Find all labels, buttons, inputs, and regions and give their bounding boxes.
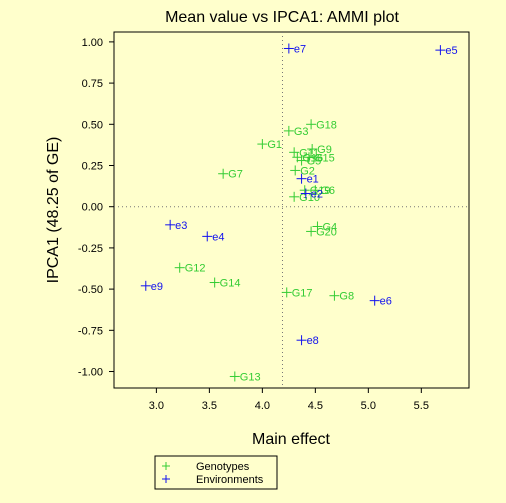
y-tick-label: 0.75: [82, 78, 103, 90]
point-e2: e2: [300, 188, 323, 201]
point-e8: e8: [296, 335, 319, 347]
y-tick-label: -1.00: [78, 367, 103, 379]
point-label: G12: [185, 263, 206, 275]
point-label: G1: [267, 139, 282, 151]
chart-title: Mean value vs IPCA1: AMMI plot: [165, 9, 399, 26]
point-label: G20: [316, 226, 337, 238]
point-label: e5: [445, 45, 457, 57]
y-tick-label: -0.25: [78, 243, 103, 255]
point-e5: e5: [435, 45, 458, 57]
y-tick-label: 0.50: [82, 119, 103, 131]
point-label: G7: [228, 169, 243, 181]
point-G14: G14: [209, 277, 241, 290]
point-label: G5: [307, 156, 322, 168]
point-G18: G18: [306, 119, 337, 131]
point-label: e9: [151, 281, 163, 293]
point-label: G19: [310, 185, 331, 197]
point-G10: G10: [289, 191, 320, 204]
legend-label: Genotypes: [196, 461, 250, 473]
point-label: G14: [220, 278, 241, 290]
x-tick-label: 5.5: [414, 400, 429, 412]
legend-box: [154, 455, 278, 490]
point-e3: e3: [165, 219, 187, 232]
point-label: e7: [294, 43, 306, 55]
point-label: G3: [294, 126, 309, 138]
plot-area: [113, 31, 470, 389]
point-label: e1: [307, 174, 319, 186]
point-G13: G13: [229, 371, 261, 383]
x-axis-label: Main effect: [252, 431, 331, 448]
point-label: G4: [322, 221, 337, 233]
x-tick-label: 4.5: [308, 400, 323, 412]
point-G15: G15: [303, 152, 335, 164]
point-G2: G2: [290, 165, 315, 177]
y-tick-label: 0.25: [82, 161, 103, 173]
x-tick-label: 3.5: [202, 400, 217, 412]
point-e7: e7: [283, 43, 306, 55]
y-tick-label: 0.00: [82, 202, 103, 214]
point-label: G13: [240, 371, 261, 383]
point-e6: e6: [369, 295, 392, 308]
point-label: e2: [311, 189, 323, 201]
point-G7: G7: [218, 168, 243, 181]
point-G8: G8: [329, 290, 354, 303]
y-tick-label: -0.75: [78, 325, 103, 337]
point-G12: G12: [174, 262, 206, 275]
point-label: G2: [300, 165, 315, 177]
point-label: G9: [317, 144, 332, 156]
point-e4: e4: [202, 231, 225, 243]
point-G1: G1: [257, 139, 282, 151]
point-label: G15: [314, 152, 335, 164]
point-label: e6: [380, 296, 392, 308]
point-G5: G5: [296, 155, 322, 168]
point-G17: G17: [281, 287, 313, 299]
axis-ticks: 3.0 3.5 4.0 4.5 5.0 5.5 1.00 0.75 0.50 0.25 0.00 -0…: [78, 37, 429, 412]
point-label: G8: [339, 291, 354, 303]
y-axis-label: IPCA1 (48.25 of GE): [45, 137, 62, 284]
point-G4: G4: [312, 221, 337, 233]
point-label: G16: [302, 152, 323, 164]
x-tick-label: 4.0: [255, 400, 270, 412]
legend-label: Environments: [196, 474, 264, 486]
x-tick-label: 5.0: [361, 400, 376, 412]
y-tick-label: -0.50: [78, 284, 103, 296]
point-label: e8: [307, 335, 319, 347]
point-label: G6: [320, 185, 335, 197]
point-G20: G20: [306, 226, 337, 238]
y-tick-label: 1.00: [82, 37, 103, 49]
point-label: G17: [292, 287, 313, 299]
data-points: G18G3G1G11G9G16G15G5G2G7G6G19G10G4G20G12…: [140, 43, 458, 383]
point-label: G18: [316, 119, 337, 131]
point-label: e3: [175, 220, 187, 232]
reference-lines: [114, 32, 469, 388]
x-tick-label: 3.0: [149, 400, 164, 412]
point-label: e4: [212, 231, 224, 243]
point-e9: e9: [140, 280, 163, 293]
point-e1: e1: [296, 173, 319, 186]
point-G3: G3: [283, 125, 309, 138]
point-G6: G6: [310, 185, 335, 197]
point-G9: G9: [307, 144, 332, 156]
point-label: G10: [299, 192, 320, 204]
